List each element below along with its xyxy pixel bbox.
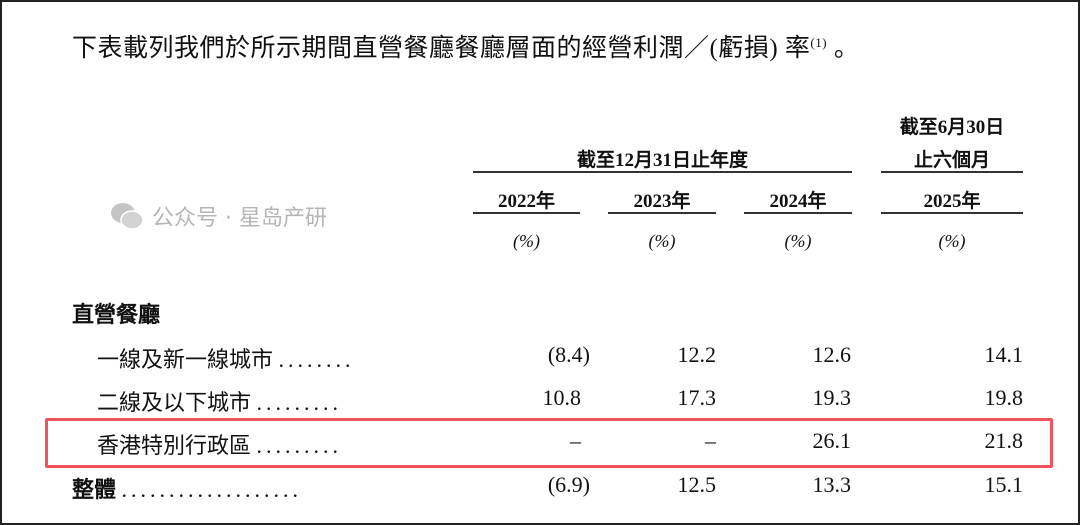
- table-cell: 14.1: [984, 342, 1024, 367]
- year-rule: [473, 212, 580, 214]
- row-label-text: 二線及以下城市: [97, 390, 252, 415]
- table-cell: 26.1: [812, 428, 852, 453]
- year-header: 2023年: [633, 191, 691, 212]
- table-cell: 19.8: [984, 385, 1024, 410]
- table-cell: 12.6: [812, 342, 852, 367]
- annual-header: 截至12月31日止年度: [576, 150, 748, 171]
- intro-sentence: 下表載列我們於所示期間直營餐廳餐廳層面的經營利潤／(虧損) 率(1) 。: [72, 28, 859, 64]
- year-header: 2024年: [769, 191, 827, 212]
- wechat-icon: [111, 203, 144, 230]
- row-label-text: 香港特別行政區: [97, 433, 252, 458]
- year-header: 2022年: [497, 191, 555, 212]
- table-row-label: 一線及新一線城市 ........: [97, 342, 355, 374]
- section-title: 直營餐廳: [72, 302, 161, 327]
- table-cell: (8.4): [547, 342, 590, 367]
- table-cell: (6.9): [547, 472, 590, 497]
- table-cell: 12.2: [677, 342, 717, 367]
- leader-dots: .........: [256, 433, 343, 458]
- header-rule: [881, 171, 1023, 173]
- table-cell: 17.3: [677, 385, 717, 410]
- highlight-box: [45, 418, 1053, 468]
- table-cell: 21.8: [984, 428, 1024, 453]
- intro-end: 。: [833, 35, 860, 62]
- table-cell: 10.8: [542, 385, 582, 410]
- year-rule: [608, 212, 716, 214]
- table-row-label: 整體 ...................: [72, 472, 302, 504]
- watermark: 公众号 · 星岛产研: [110, 200, 327, 232]
- watermark-text: 公众号 · 星岛产研: [152, 206, 327, 231]
- intro-text: 下表載列我們於所示期間直營餐廳餐廳層面的經營利潤／(虧損) 率: [72, 35, 811, 62]
- leader-dots: ...................: [121, 477, 303, 502]
- table-row-label: 香港特別行政區 .........: [97, 428, 342, 460]
- year-rule: [881, 212, 1023, 214]
- table-cell: 15.1: [984, 472, 1024, 497]
- header-rule: [473, 171, 852, 173]
- year-rule: [744, 212, 852, 214]
- half-year-header-line1: 截至6月30日: [899, 117, 1005, 138]
- unit-label: (%): [513, 231, 540, 251]
- leader-dots: ........: [278, 347, 355, 372]
- unit-label: (%): [784, 231, 812, 251]
- table-cell: –: [705, 428, 716, 453]
- leader-dots: .........: [256, 390, 343, 415]
- unit-label: (%): [938, 231, 966, 251]
- unit-label: (%): [648, 231, 676, 251]
- row-label-text: 一線及新一線城市: [97, 347, 274, 372]
- table-row-label: 二線及以下城市 .........: [97, 385, 342, 417]
- table-cell: –: [570, 428, 581, 453]
- table-cell: 13.3: [812, 472, 852, 497]
- table-cell: 12.5: [677, 472, 717, 497]
- row-label-text: 整體: [72, 477, 117, 502]
- table-cell: 19.3: [812, 385, 852, 410]
- footnote-marker: (1): [810, 35, 828, 50]
- half-year-header-line2: 止六個月: [913, 150, 990, 171]
- year-header: 2025年: [923, 191, 981, 212]
